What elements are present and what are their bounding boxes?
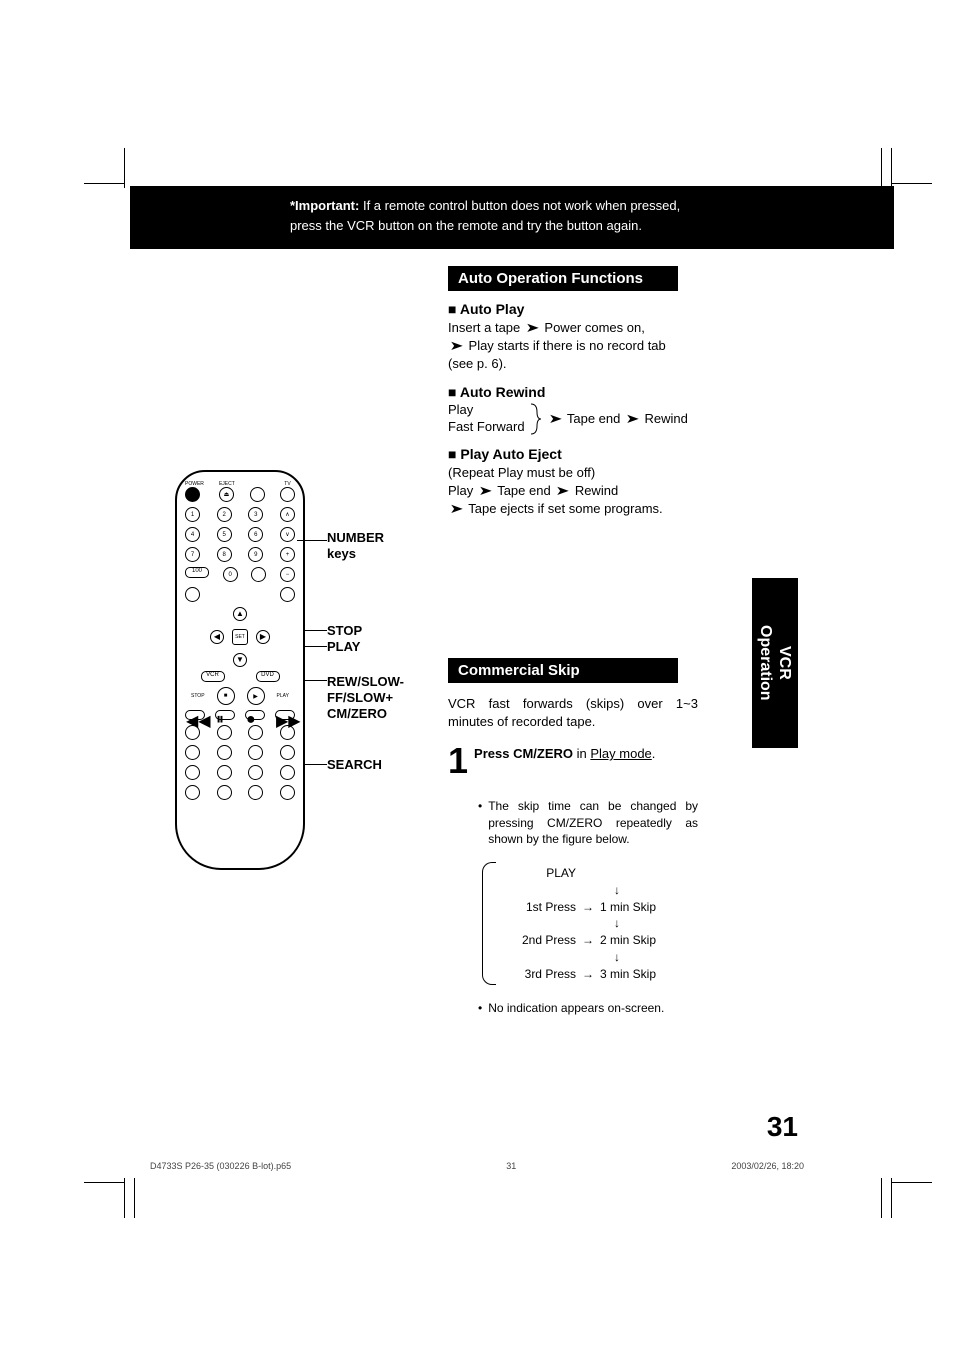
callout-search: SEARCH bbox=[327, 757, 382, 773]
arrow-right-icon: → bbox=[582, 933, 594, 947]
important-label: *Important: bbox=[290, 198, 359, 213]
callout-cmzero: CM/ZERO bbox=[327, 706, 387, 722]
crop-mark bbox=[84, 1182, 124, 1183]
brace-icon bbox=[529, 402, 543, 436]
crop-mark bbox=[891, 1178, 892, 1218]
important-banner: *Important: If a remote control button d… bbox=[130, 186, 894, 249]
callout-line bbox=[303, 630, 327, 631]
text-bold: Press CM/ZERO bbox=[474, 746, 573, 761]
flow-label: 1st Press bbox=[498, 900, 576, 914]
crop-mark bbox=[124, 148, 125, 188]
crop-mark bbox=[84, 183, 124, 184]
auto-play-title: Auto Play bbox=[448, 301, 698, 317]
remote-illustration: POWER EJECT⏏ TV 123∧ 456∨ 789+ 1000− ▲ ◀… bbox=[175, 470, 440, 870]
text: No indication appears on-screen. bbox=[488, 1001, 664, 1015]
callout-line bbox=[303, 680, 327, 681]
bullet-icon: • bbox=[478, 798, 482, 848]
crop-mark bbox=[881, 148, 882, 188]
flow-play: PLAY bbox=[498, 866, 576, 880]
arrow-icon: ➤ bbox=[478, 482, 492, 500]
footer: D4733S P26-35 (030226 B-lot).p65 31 2003… bbox=[150, 1161, 804, 1171]
crop-mark bbox=[134, 1178, 135, 1218]
tab-line2: Operation bbox=[757, 625, 774, 701]
footer-left: D4733S P26-35 (030226 B-lot).p65 bbox=[150, 1161, 291, 1171]
text: Play starts if there is no record tab bbox=[465, 338, 666, 353]
arrow-icon: ➤ bbox=[449, 337, 463, 355]
section-tab: VCROperation bbox=[752, 578, 798, 748]
banner-line2: press the VCR button on the remote and t… bbox=[290, 218, 642, 233]
text: in bbox=[573, 746, 590, 761]
bracket-icon bbox=[482, 862, 496, 985]
arrow-down-icon: ↓ bbox=[556, 954, 678, 961]
commercial-heading: Commercial Skip bbox=[448, 658, 678, 683]
crop-mark bbox=[892, 183, 932, 184]
callout-stop: STOP bbox=[327, 623, 362, 639]
flow-label: 3rd Press bbox=[498, 967, 576, 981]
banner-line1: If a remote control button does not work… bbox=[359, 198, 680, 213]
text: (Repeat Play must be off) bbox=[448, 465, 595, 480]
auto-operation-section: Auto Operation Functions Auto Play Inser… bbox=[448, 266, 698, 518]
flow-result: 2 min Skip bbox=[600, 933, 656, 947]
crop-mark bbox=[881, 1178, 882, 1218]
callout-play: PLAY bbox=[327, 639, 360, 655]
text: Tape end bbox=[563, 411, 623, 426]
arrow-icon: ➤ bbox=[556, 482, 570, 500]
text: Rewind bbox=[571, 483, 618, 498]
flow-diagram: PLAY ↓ 1st Press → 1 min Skip ↓ 2nd Pres… bbox=[498, 866, 678, 981]
callout-line bbox=[303, 646, 327, 647]
callout-number-keys: NUMBER keys bbox=[327, 530, 407, 561]
text: Insert a tape bbox=[448, 320, 524, 335]
text: Play bbox=[448, 483, 477, 498]
play-auto-eject-title: Play Auto Eject bbox=[448, 446, 698, 462]
commercial-skip-section: Commercial Skip VCR fast forwards (skips… bbox=[448, 658, 698, 1015]
bullet-text: • The skip time can be changed by pressi… bbox=[478, 798, 698, 848]
flow-result: 3 min Skip bbox=[600, 967, 656, 981]
no-indication-text: • No indication appears on-screen. bbox=[478, 1001, 698, 1015]
remote-body: POWER EJECT⏏ TV 123∧ 456∨ 789+ 1000− ▲ ◀… bbox=[175, 470, 305, 870]
auto-rewind-title: Auto Rewind bbox=[448, 384, 698, 400]
auto-ops-heading: Auto Operation Functions bbox=[448, 266, 678, 291]
callout-line bbox=[303, 764, 327, 765]
play-auto-eject-text: (Repeat Play must be off) Play ➤ Tape en… bbox=[448, 464, 698, 519]
text: (see p. 6). bbox=[448, 356, 507, 371]
crop-mark bbox=[892, 1182, 932, 1183]
flow-label: 2nd Press bbox=[498, 933, 576, 947]
callout-line bbox=[297, 540, 327, 541]
text: The skip time can be changed by pressing… bbox=[488, 798, 698, 848]
tab-line1: VCR bbox=[776, 646, 793, 680]
text: Rewind bbox=[641, 411, 688, 426]
step-text: Press CM/ZERO in Play mode. bbox=[448, 745, 698, 763]
crop-mark bbox=[124, 1178, 125, 1218]
text: . bbox=[652, 746, 656, 761]
arrow-icon: ➤ bbox=[548, 411, 562, 427]
text: Play bbox=[448, 402, 525, 419]
text-underline: Play mode bbox=[590, 746, 651, 761]
callout-rew: REW/SLOW- bbox=[327, 674, 404, 690]
arrow-right-icon: → bbox=[582, 900, 594, 914]
footer-center: 31 bbox=[506, 1161, 516, 1171]
crop-mark bbox=[891, 148, 892, 188]
text: Tape end bbox=[494, 483, 554, 498]
commercial-intro: VCR fast forwards (skips) over 1~3 minut… bbox=[448, 695, 698, 731]
page-number: 31 bbox=[767, 1111, 798, 1143]
bullet-icon: • bbox=[478, 1001, 482, 1015]
arrow-icon: ➤ bbox=[449, 500, 463, 518]
arrow-icon: ➤ bbox=[625, 411, 639, 427]
text: Power comes on, bbox=[541, 320, 645, 335]
callout-ff: FF/SLOW+ bbox=[327, 690, 393, 706]
footer-right: 2003/02/26, 18:20 bbox=[731, 1161, 804, 1171]
auto-rewind-text: Play Fast Forward ➤ Tape end ➤ Rewind bbox=[448, 402, 698, 436]
arrow-down-icon: ↓ bbox=[556, 920, 678, 927]
text: Tape ejects if set some programs. bbox=[465, 501, 663, 516]
step-number: 1 bbox=[448, 745, 468, 777]
auto-play-text: Insert a tape ➤ Power comes on, ➤ Play s… bbox=[448, 319, 698, 374]
text: Fast Forward bbox=[448, 419, 525, 436]
arrow-icon: ➤ bbox=[525, 319, 539, 337]
arrow-down-icon: ↓ bbox=[556, 887, 678, 894]
flow-result: 1 min Skip bbox=[600, 900, 656, 914]
arrow-right-icon: → bbox=[582, 967, 594, 981]
